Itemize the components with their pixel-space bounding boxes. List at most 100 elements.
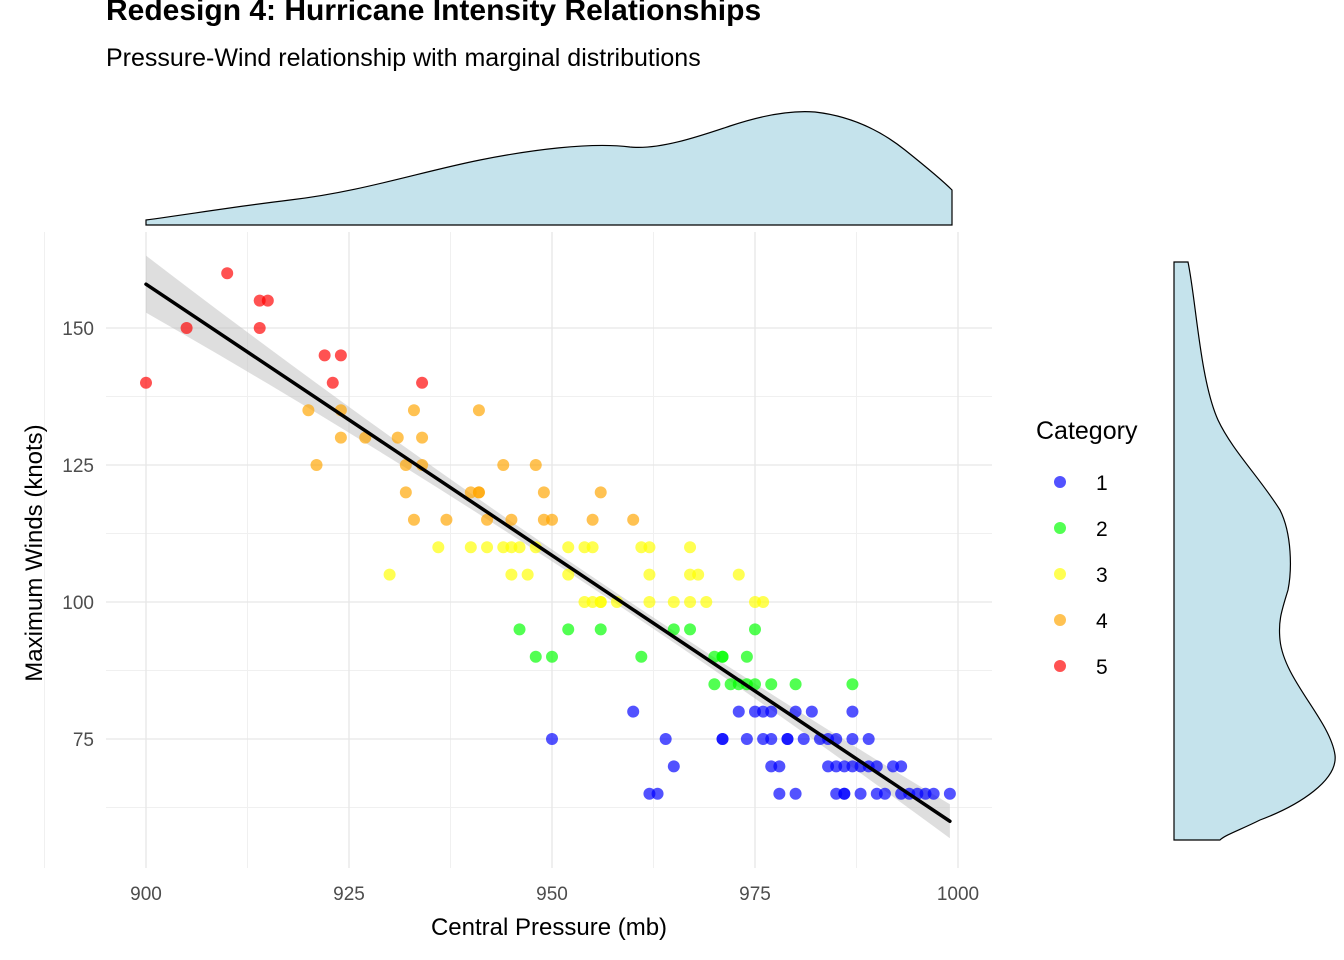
data-point xyxy=(310,459,323,471)
data-point xyxy=(740,650,753,663)
data-point xyxy=(302,404,315,417)
y-tick-label: 75 xyxy=(73,730,94,751)
data-point xyxy=(895,760,908,773)
data-point xyxy=(878,787,891,800)
confidence-band xyxy=(146,255,950,839)
data-point xyxy=(838,787,851,800)
data-point xyxy=(667,760,680,773)
x-axis-title: Central Pressure (mb) xyxy=(431,914,667,941)
data-point xyxy=(765,705,778,718)
data-point xyxy=(529,459,542,471)
confidence-band-layer xyxy=(146,255,950,839)
data-point xyxy=(749,623,761,636)
data-point xyxy=(667,596,680,608)
data-point xyxy=(481,541,494,554)
data-point xyxy=(594,596,607,608)
data-point xyxy=(318,349,331,362)
data-point xyxy=(505,568,518,581)
data-point xyxy=(667,623,680,636)
data-point xyxy=(773,787,786,800)
data-point xyxy=(765,678,778,691)
data-point xyxy=(586,513,599,526)
data-point xyxy=(399,459,412,471)
data-point xyxy=(789,678,802,691)
legend-label: 1 xyxy=(1096,472,1108,495)
data-point xyxy=(846,678,859,691)
data-point xyxy=(497,459,510,471)
chart-title: Redesign 4: Hurricane Intensity Relation… xyxy=(106,0,762,27)
data-point xyxy=(927,787,940,800)
data-point xyxy=(732,568,745,581)
data-point xyxy=(416,431,429,444)
y-tick-label: 100 xyxy=(62,593,94,614)
data-point xyxy=(334,349,347,362)
legend-key xyxy=(1054,660,1066,672)
data-point xyxy=(472,486,485,499)
data-point xyxy=(546,513,558,526)
data-point xyxy=(757,596,770,608)
data-points xyxy=(140,267,956,800)
data-point xyxy=(732,705,745,718)
data-point xyxy=(399,486,412,499)
data-point xyxy=(529,650,542,663)
data-point xyxy=(684,596,697,608)
data-point xyxy=(562,623,575,636)
data-point xyxy=(407,404,420,417)
data-point xyxy=(740,733,753,745)
data-point xyxy=(627,705,640,718)
legend-key xyxy=(1054,568,1066,580)
data-point xyxy=(797,733,810,745)
data-point xyxy=(684,541,697,554)
data-point xyxy=(627,513,640,526)
data-point xyxy=(546,733,558,745)
legend: Category 1 2 3 4 5 xyxy=(1036,417,1138,679)
x-tick-label: 900 xyxy=(130,884,162,905)
data-point xyxy=(391,431,404,444)
data-point xyxy=(562,541,575,554)
data-point xyxy=(773,760,786,773)
legend-key xyxy=(1054,614,1066,626)
data-point xyxy=(407,513,420,526)
data-point xyxy=(943,787,956,800)
data-point xyxy=(513,541,526,554)
y-tick-label: 150 xyxy=(62,319,94,340)
x-tick-labels: 900 925 950 975 1000 xyxy=(130,884,979,905)
data-point xyxy=(521,568,534,581)
legend-key xyxy=(1054,522,1066,534)
data-point xyxy=(140,376,152,389)
data-point xyxy=(586,541,599,554)
data-point xyxy=(700,596,713,608)
data-point xyxy=(684,623,697,636)
chart-subtitle: Pressure-Wind relationship with marginal… xyxy=(106,44,701,72)
y-axis-title: Maximum Winds (knots) xyxy=(21,424,48,681)
data-point xyxy=(513,623,526,636)
x-tick-label: 975 xyxy=(739,884,771,905)
data-point xyxy=(765,733,778,745)
data-point xyxy=(326,376,339,389)
legend-title: Category xyxy=(1036,417,1138,445)
data-point xyxy=(708,678,721,691)
x-tick-label: 1000 xyxy=(937,884,979,905)
data-point xyxy=(594,486,607,499)
trend-line-layer xyxy=(144,282,952,824)
x-tick-label: 950 xyxy=(536,884,568,905)
data-point xyxy=(432,541,445,554)
y-tick-labels: 75 100 125 150 xyxy=(62,319,94,751)
data-point xyxy=(643,596,656,608)
data-point xyxy=(253,322,266,334)
x-tick-label: 925 xyxy=(333,884,365,905)
legend-label: 4 xyxy=(1096,610,1108,633)
data-point xyxy=(180,322,193,334)
legend-label: 2 xyxy=(1096,518,1108,541)
data-point xyxy=(651,787,664,800)
data-point xyxy=(416,376,429,389)
legend-label: 3 xyxy=(1096,564,1108,587)
data-point xyxy=(594,623,607,636)
data-point xyxy=(440,513,453,526)
data-point xyxy=(383,568,396,581)
y-tick-label: 125 xyxy=(62,456,94,477)
data-point xyxy=(781,733,794,745)
data-point xyxy=(659,733,672,745)
data-point xyxy=(464,541,477,554)
data-point xyxy=(221,267,234,280)
